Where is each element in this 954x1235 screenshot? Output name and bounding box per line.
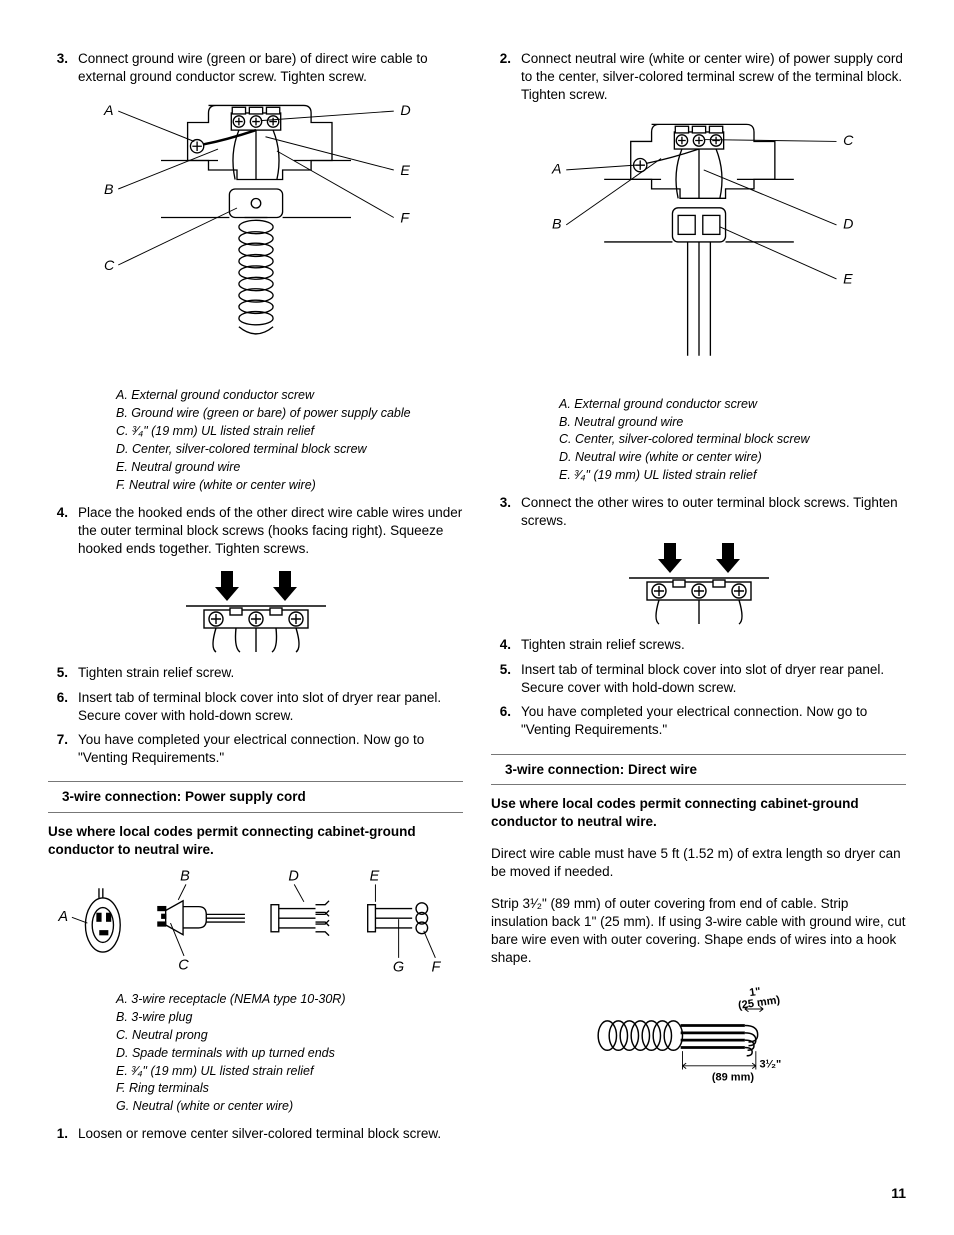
step-number: 1. [48, 1125, 68, 1143]
figure-tighten-screws-right [491, 538, 906, 628]
legend-item: E. ³⁄₄" (19 mm) UL listed strain relief [116, 1063, 463, 1080]
legend-item: F. Neutral wire (white or center wire) [116, 477, 463, 494]
step-text: Tighten strain relief screw. [78, 664, 463, 682]
step-text: Loosen or remove center silver-colored t… [78, 1125, 463, 1143]
fig-label: F [400, 211, 410, 227]
legend-figure3: A. External ground conductor screw B. Ne… [559, 396, 906, 484]
step-text: You have completed your electrical conne… [521, 703, 906, 739]
fig-label: F [432, 959, 442, 975]
step-text: Place the hooked ends of the other direc… [78, 504, 463, 559]
right-step-2: 2. Connect neutral wire (white or center… [491, 50, 906, 105]
para-strip: Strip 3¹⁄₂" (89 mm) of outer covering fr… [491, 895, 906, 968]
legend-item: B. Neutral ground wire [559, 414, 906, 431]
figure-terminal-cord: A B C D E [491, 113, 906, 388]
right-step-3: 3. Connect the other wires to outer term… [491, 494, 906, 530]
fig-label: A [551, 161, 561, 177]
fig-label: E [843, 271, 853, 287]
fig-label: D [843, 216, 853, 232]
step-text: You have completed your electrical conne… [78, 731, 463, 767]
fig-label: D [288, 869, 298, 885]
fig-label: C [843, 133, 854, 149]
fig-label: G [393, 959, 404, 975]
step-number: 7. [48, 731, 68, 767]
step-number: 3. [48, 50, 68, 86]
step-number: 3. [491, 494, 511, 530]
fig-label: B [552, 216, 561, 232]
fig-label: E [370, 869, 380, 885]
fig-label: B [104, 182, 114, 198]
fig-label: A [103, 103, 114, 119]
legend-item: E. Neutral ground wire [116, 459, 463, 476]
section-header-3wire-direct: 3-wire connection: Direct wire [491, 754, 906, 785]
step-number: 5. [48, 664, 68, 682]
legend-item: D. Spade terminals with up turned ends [116, 1045, 463, 1062]
legend-item: D. Neutral wire (white or center wire) [559, 449, 906, 466]
legend-item: G. Neutral (white or center wire) [116, 1098, 463, 1115]
figure-terminal-direct: A B C D E F [48, 94, 463, 379]
step-number: 5. [491, 661, 511, 697]
legend-item: B. Ground wire (green or bare) of power … [116, 405, 463, 422]
right-column: 2. Connect neutral wire (white or center… [491, 50, 906, 1149]
step-number: 6. [491, 703, 511, 739]
figure-tighten-screws-left [48, 566, 463, 656]
legend-item: B. 3-wire plug [116, 1009, 463, 1026]
section-header-3wire-cord: 3-wire connection: Power supply cord [48, 781, 463, 812]
legend-item: F. Ring terminals [116, 1080, 463, 1097]
figure-3wire-components: A B C D E F [52, 867, 463, 983]
left-step-4: 4. Place the hooked ends of the other di… [48, 504, 463, 559]
step-text: Tighten strain relief screws. [521, 636, 906, 654]
legend-item: A. 3-wire receptacle (NEMA type 10-30R) [116, 991, 463, 1008]
fig-label: C [104, 258, 115, 274]
fig-label: C [178, 958, 189, 974]
left-step-6: 6. Insert tab of terminal block cover in… [48, 689, 463, 725]
legend-item: A. External ground conductor screw [116, 387, 463, 404]
legend-item: A. External ground conductor screw [559, 396, 906, 413]
step-text: Connect ground wire (green or bare) of d… [78, 50, 463, 86]
step-text: Insert tab of terminal block cover into … [78, 689, 463, 725]
para-extra-length: Direct wire cable must have 5 ft (1.52 m… [491, 845, 906, 881]
note-local-codes: Use where local codes permit connecting … [48, 823, 463, 859]
step-number: 2. [491, 50, 511, 105]
left-step-5: 5. Tighten strain relief screw. [48, 664, 463, 682]
fig-label: E [400, 163, 410, 179]
step-text: Insert tab of terminal block cover into … [521, 661, 906, 697]
legend-figure1: A. External ground conductor screw B. Gr… [116, 387, 463, 493]
legend-item: E. ³⁄₄" (19 mm) UL listed strain relief [559, 467, 906, 484]
fig-label: A [57, 909, 68, 925]
left-step-7: 7. You have completed your electrical co… [48, 731, 463, 767]
fig-label: B [180, 869, 190, 885]
note-local-codes-direct: Use where local codes permit connecting … [491, 795, 906, 831]
legend-item: D. Center, silver-colored terminal block… [116, 441, 463, 458]
step-number: 6. [48, 689, 68, 725]
legend-item: C. Neutral prong [116, 1027, 463, 1044]
left-step-1b: 1. Loosen or remove center silver-colore… [48, 1125, 463, 1143]
right-step-5: 5. Insert tab of terminal block cover in… [491, 661, 906, 697]
legend-item: C. Center, silver-colored terminal block… [559, 431, 906, 448]
step-number: 4. [491, 636, 511, 654]
right-step-4: 4. Tighten strain relief screws. [491, 636, 906, 654]
dim-label: (89 mm) [711, 1071, 754, 1083]
right-step-6: 6. You have completed your electrical co… [491, 703, 906, 739]
fig-label: D [400, 103, 410, 119]
dim-label: 3¹⁄₂" [759, 1058, 781, 1070]
step-text: Connect neutral wire (white or center wi… [521, 50, 906, 105]
left-column: 3. Connect ground wire (green or bare) o… [48, 50, 463, 1149]
step-text: Connect the other wires to outer termina… [521, 494, 906, 530]
page-number: 11 [891, 1184, 906, 1203]
legend-item: C. ³⁄₄" (19 mm) UL listed strain relief [116, 423, 463, 440]
step-number: 4. [48, 504, 68, 559]
figure-cable-strip: 1" (25 mm) 3¹⁄₂" (89 mm) [491, 976, 906, 1086]
legend-figure2: A. 3-wire receptacle (NEMA type 10-30R) … [116, 991, 463, 1115]
left-step-3: 3. Connect ground wire (green or bare) o… [48, 50, 463, 86]
